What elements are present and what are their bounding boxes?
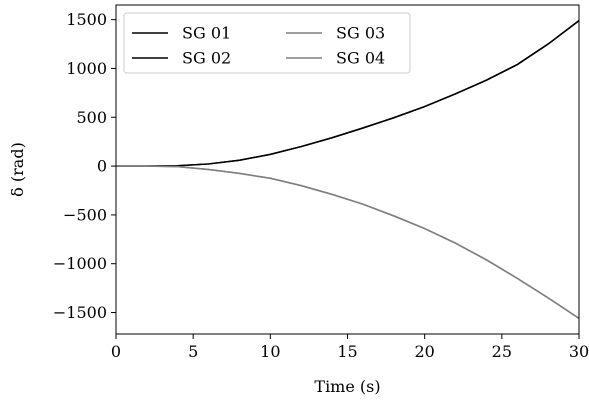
- plot-lines: [116, 20, 580, 320]
- x-tick-label: 5: [188, 342, 198, 361]
- legend: SG 01 SG 02 SG 03 SG 04: [123, 12, 411, 74]
- y-tick-label: 1000: [66, 59, 107, 78]
- x-ticks: 0 5 10 15 20 25 30: [111, 334, 589, 361]
- series-line-2: [116, 20, 580, 167]
- y-tick-label: −500: [63, 205, 107, 224]
- y-tick-label: −1500: [53, 303, 107, 322]
- series-line-4: [116, 165, 580, 320]
- y-ticks: −1500 −1000 −500 0 500 1000 1500: [53, 10, 116, 322]
- x-axis-label: Time (s): [314, 377, 380, 396]
- x-tick-label: 20: [414, 342, 434, 361]
- x-tick-label: 15: [337, 342, 357, 361]
- x-tick-label: 25: [492, 342, 512, 361]
- x-tick-label: 10: [260, 342, 280, 361]
- x-tick-label: 0: [111, 342, 121, 361]
- legend-label-1: SG 01: [182, 24, 231, 43]
- y-tick-label: 500: [76, 108, 107, 127]
- y-tick-label: 1500: [66, 10, 107, 29]
- y-tick-label: 0: [97, 157, 107, 176]
- legend-box: [123, 12, 411, 74]
- series-line-3: [116, 165, 580, 320]
- y-tick-label: −1000: [53, 254, 107, 273]
- legend-label-2: SG 02: [182, 49, 231, 68]
- legend-label-4: SG 04: [336, 49, 385, 68]
- y-axis-label: δ (rad): [8, 142, 27, 197]
- x-tick-label: 30: [569, 342, 589, 361]
- legend-label-3: SG 03: [336, 24, 385, 43]
